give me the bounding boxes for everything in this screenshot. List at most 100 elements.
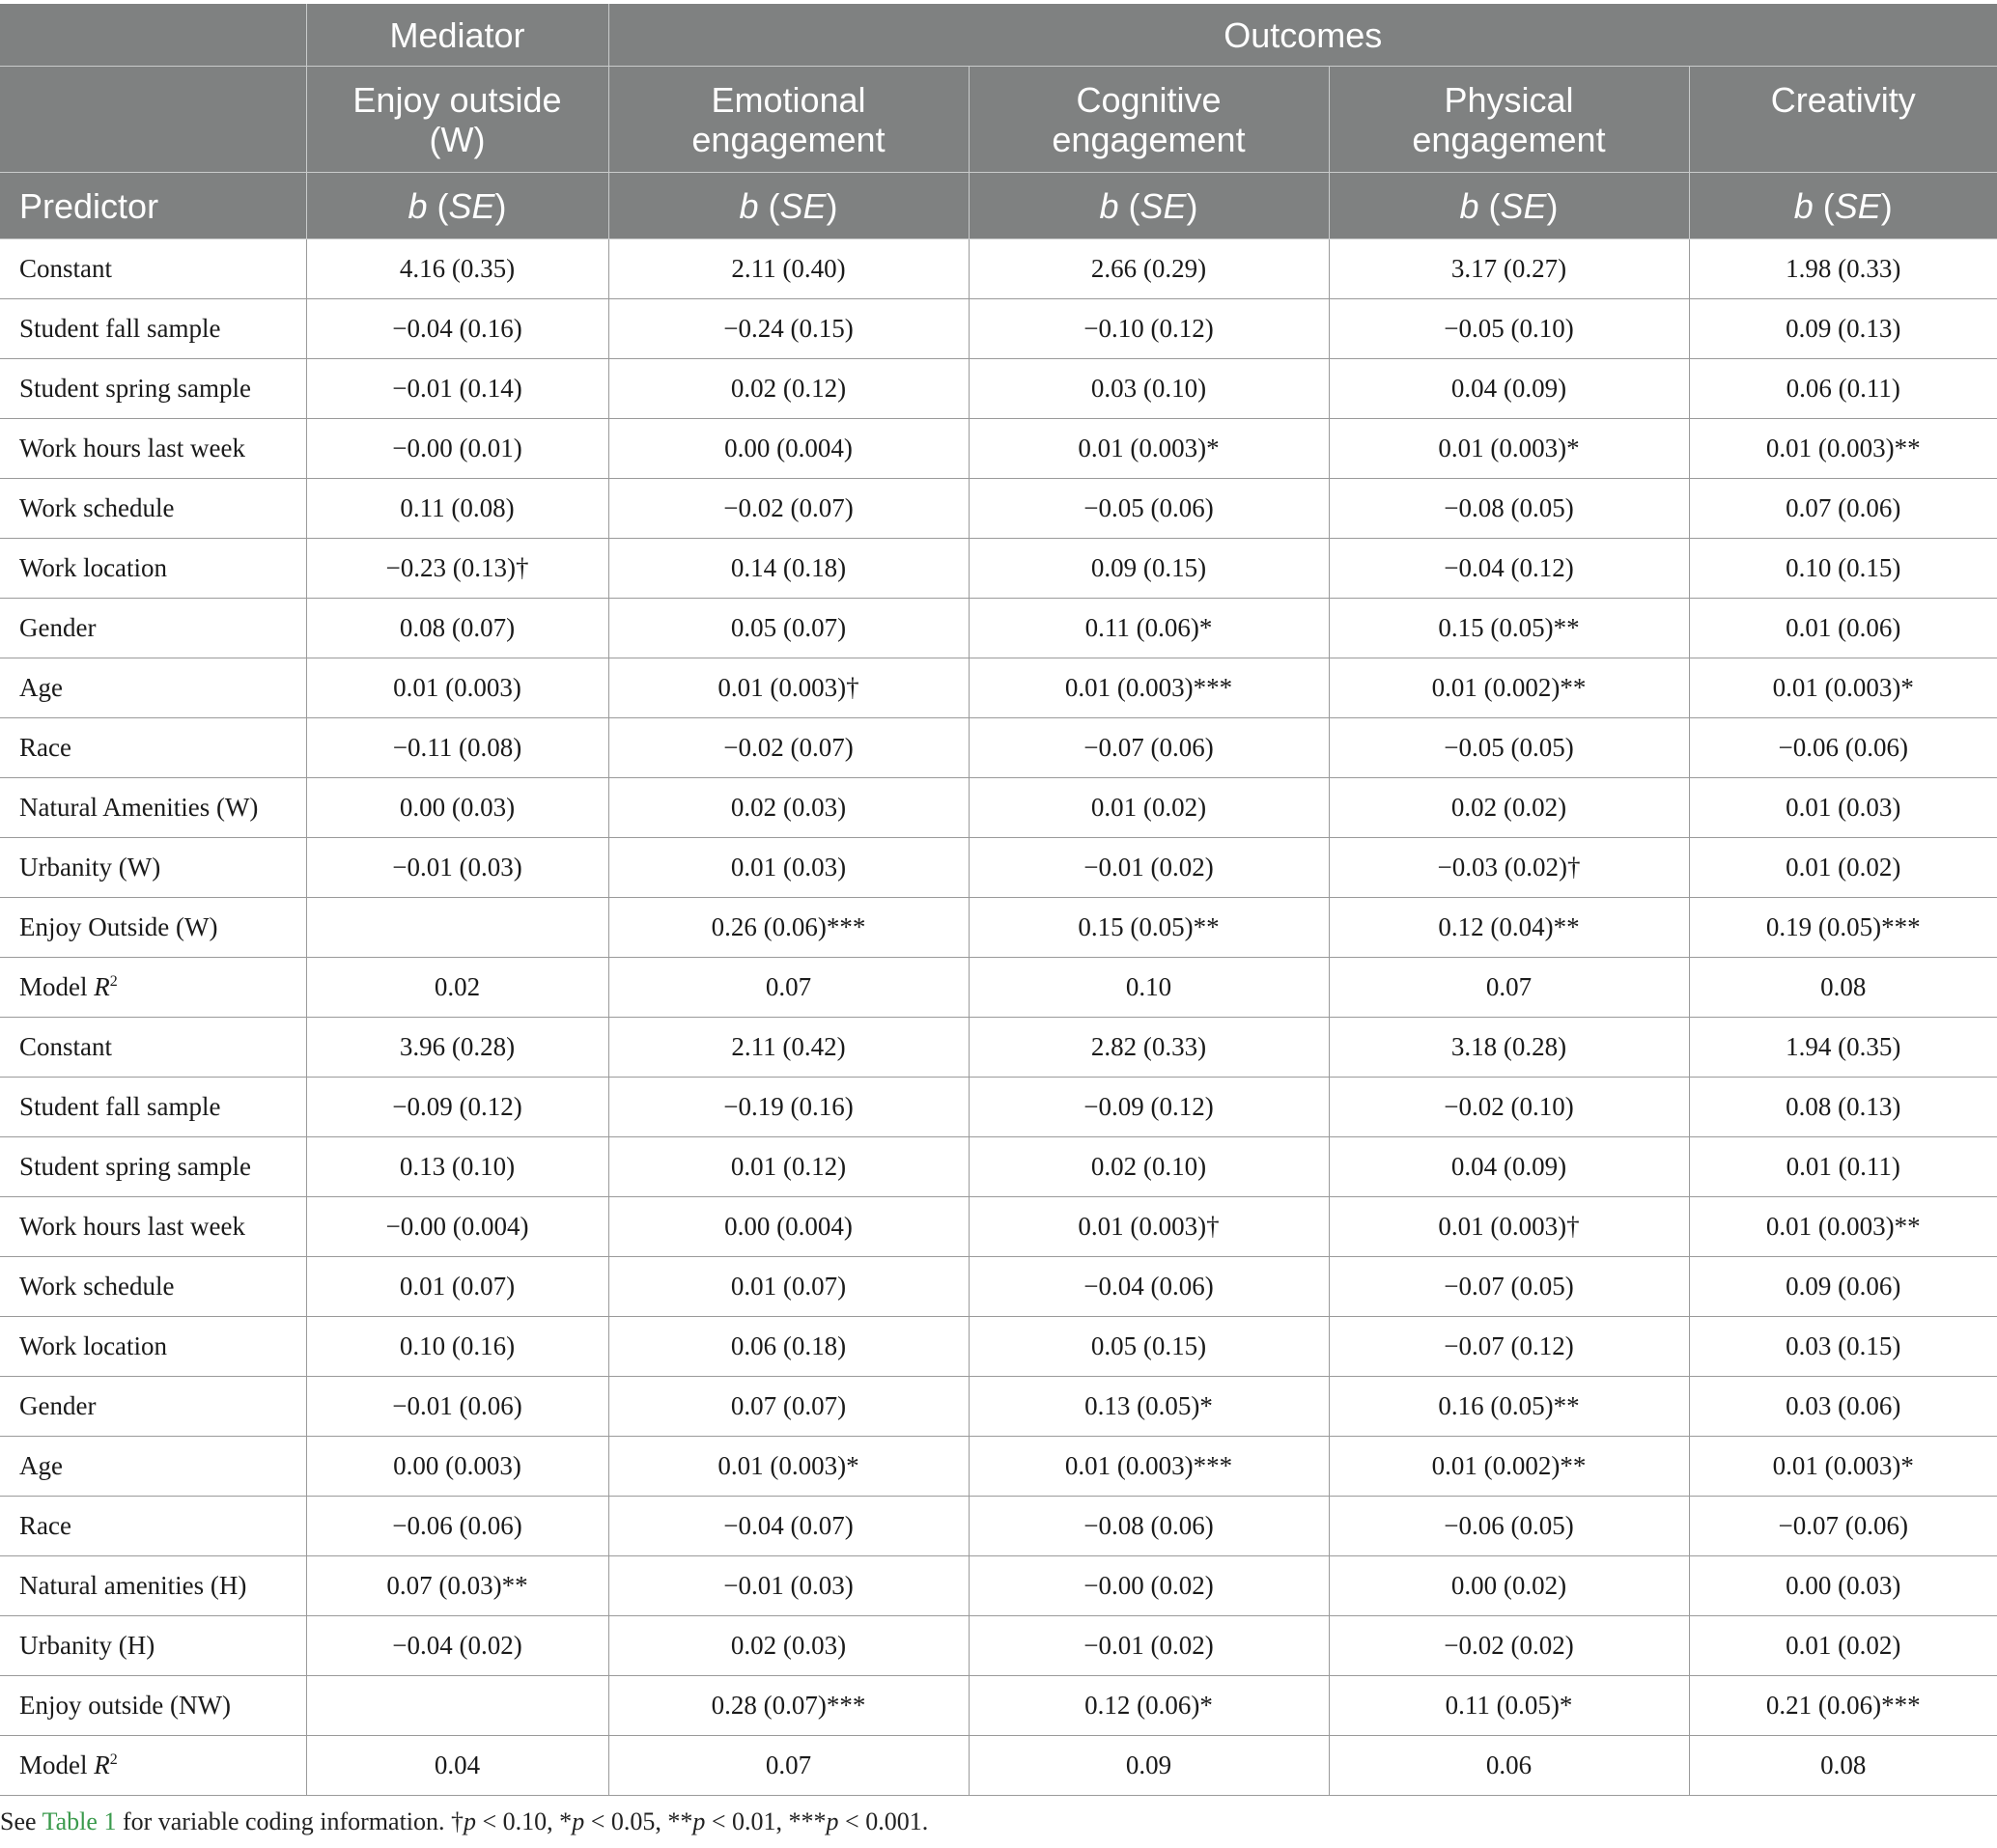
header-stat: b (SE)	[306, 172, 609, 239]
stat-b: b	[1459, 185, 1479, 226]
table-cell: −0.11 (0.08)	[306, 717, 609, 778]
table-cell: 0.11 (0.08)	[306, 478, 609, 539]
row-label: Model R2	[0, 957, 307, 1018]
table-cell: 0.01 (0.003)*	[1689, 658, 1997, 718]
table-cell: −0.02 (0.07)	[608, 478, 970, 539]
row-label-text: Work location	[19, 553, 168, 582]
table-1-link[interactable]: Table 1	[42, 1807, 117, 1835]
row-label: Natural Amenities (W)	[0, 777, 307, 838]
table-cell: −0.02 (0.02)	[1329, 1615, 1690, 1676]
table-cell: 0.01 (0.11)	[1689, 1136, 1997, 1197]
table-cell: 0.11 (0.05)*	[1329, 1675, 1690, 1736]
header-stat: b (SE)	[1329, 172, 1690, 239]
table-body: Constant 4.16 (0.35) 2.11 (0.40) 2.66 (0.29…	[0, 238, 1997, 1796]
row-label-text: Work hours last week	[19, 434, 246, 462]
table-cell: −0.06 (0.06)	[1689, 717, 1997, 778]
row-label-text: Urbanity (W)	[19, 853, 161, 882]
footnote-text: < 0.001.	[838, 1807, 929, 1835]
table-cell: 0.26 (0.06)***	[608, 897, 970, 958]
row-label: Work location	[0, 1316, 307, 1377]
table-row: Student spring sample −0.01 (0.14) 0.02 (0…	[0, 358, 1997, 419]
stat-b: b	[1099, 185, 1119, 226]
table-cell: −0.05 (0.05)	[1329, 717, 1690, 778]
row-label-text: Student spring sample	[19, 374, 251, 403]
table-cell: 0.01 (0.003)**	[1689, 1196, 1997, 1257]
table-cell: 0.10	[969, 957, 1330, 1018]
row-label: Race	[0, 717, 307, 778]
table-cell: 0.07	[608, 957, 970, 1018]
table-cell: 0.01 (0.003)***	[969, 658, 1330, 718]
header-stat: b (SE)	[608, 172, 970, 239]
row-label-superscript: 2	[109, 1751, 118, 1768]
table-cell: 0.01 (0.03)	[608, 837, 970, 898]
header-predictor: Predictor	[0, 172, 307, 239]
row-label: Age	[0, 658, 307, 718]
table-cell: 0.10 (0.16)	[306, 1316, 609, 1377]
table-cell: 0.06 (0.11)	[1689, 358, 1997, 419]
table-row: Age 0.01 (0.003) 0.01 (0.003)† 0.01 (0.003)…	[0, 658, 1997, 718]
header-line: engagement	[691, 120, 886, 159]
header-stat-row: Predictor b (SE) b (SE) b (SE) b (SE) b …	[0, 172, 1997, 239]
table-cell: 0.00 (0.004)	[608, 418, 970, 479]
stat-se: SE	[1500, 185, 1547, 226]
table-cell: −0.01 (0.03)	[608, 1555, 970, 1616]
table-row: Model R2 0.04 0.07 0.09 0.06 0.08	[0, 1735, 1997, 1796]
table-cell: 0.02	[306, 957, 609, 1018]
table-cell: 0.01 (0.003)*	[969, 418, 1330, 479]
table-row: Gender −0.01 (0.06) 0.07 (0.07) 0.13 (0.05)…	[0, 1376, 1997, 1437]
row-label-text: Work hours last week	[19, 1212, 246, 1241]
table-cell	[306, 1675, 609, 1736]
table-cell: 0.02 (0.12)	[608, 358, 970, 419]
table-cell: −0.19 (0.16)	[608, 1077, 970, 1137]
header-empty-cell	[0, 4, 307, 67]
table-row: Enjoy outside (NW) 0.28 (0.07)*** 0.12 (0.…	[0, 1675, 1997, 1736]
footnote-text: See	[0, 1807, 42, 1835]
table-cell: −0.07 (0.06)	[1689, 1496, 1997, 1556]
table-cell: 0.01 (0.03)	[1689, 777, 1997, 838]
table-row: Student fall sample −0.09 (0.12) −0.19 (0.…	[0, 1077, 1997, 1137]
table-row: Natural amenities (H) 0.07 (0.03)** −0.01 …	[0, 1555, 1997, 1616]
table-cell: 0.01 (0.003)†	[1329, 1196, 1690, 1257]
row-label-text: Urbanity (H)	[19, 1631, 155, 1660]
row-label: Work location	[0, 538, 307, 599]
row-label-text: Work schedule	[19, 493, 175, 522]
stat-b: b	[739, 185, 759, 226]
row-label: Constant	[0, 238, 307, 299]
row-label: Urbanity (W)	[0, 837, 307, 898]
table-cell: 0.01 (0.003)*	[1689, 1436, 1997, 1497]
table-cell: −0.09 (0.12)	[306, 1077, 609, 1137]
stat-open: (	[1118, 185, 1140, 226]
table-cell: 0.14 (0.18)	[608, 538, 970, 599]
stat-close: )	[1546, 185, 1559, 226]
table-cell: 0.02 (0.03)	[608, 777, 970, 838]
row-label: Enjoy outside (NW)	[0, 1675, 307, 1736]
stat-b: b	[408, 185, 428, 226]
table-row: Work schedule 0.11 (0.08) −0.02 (0.07) −0.0…	[0, 478, 1997, 539]
header-col-creativity: Creativity	[1689, 66, 1997, 173]
row-label: Work hours last week	[0, 1196, 307, 1257]
table-cell: 0.12 (0.06)*	[969, 1675, 1330, 1736]
row-label-text: Race	[19, 733, 71, 762]
header-stat: b (SE)	[1689, 172, 1997, 239]
row-label-text: Constant	[19, 1032, 113, 1061]
row-label-text: Age	[19, 1451, 63, 1480]
table-cell: 0.12 (0.04)**	[1329, 897, 1690, 958]
row-label: Work schedule	[0, 1256, 307, 1317]
stat-close: )	[1880, 185, 1893, 226]
stat-open: (	[427, 185, 449, 226]
table-cell: −0.04 (0.16)	[306, 298, 609, 359]
table-cell: 0.04 (0.09)	[1329, 358, 1690, 419]
row-label-text: Enjoy outside (NW)	[19, 1691, 231, 1720]
table-cell: 0.02 (0.02)	[1329, 777, 1690, 838]
header-group-outcomes: Outcomes	[608, 4, 1997, 67]
header-group-row: Mediator Outcomes	[0, 4, 1997, 67]
table-cell: 2.66 (0.29)	[969, 238, 1330, 299]
row-label: Enjoy Outside (W)	[0, 897, 307, 958]
table-cell: −0.05 (0.06)	[969, 478, 1330, 539]
table-cell: −0.09 (0.12)	[969, 1077, 1330, 1137]
row-label-text: Model	[19, 972, 95, 1001]
header-line: Emotional	[711, 80, 866, 120]
row-label: Gender	[0, 1376, 307, 1437]
table-cell: 0.28 (0.07)***	[608, 1675, 970, 1736]
table-cell: −0.07 (0.05)	[1329, 1256, 1690, 1317]
